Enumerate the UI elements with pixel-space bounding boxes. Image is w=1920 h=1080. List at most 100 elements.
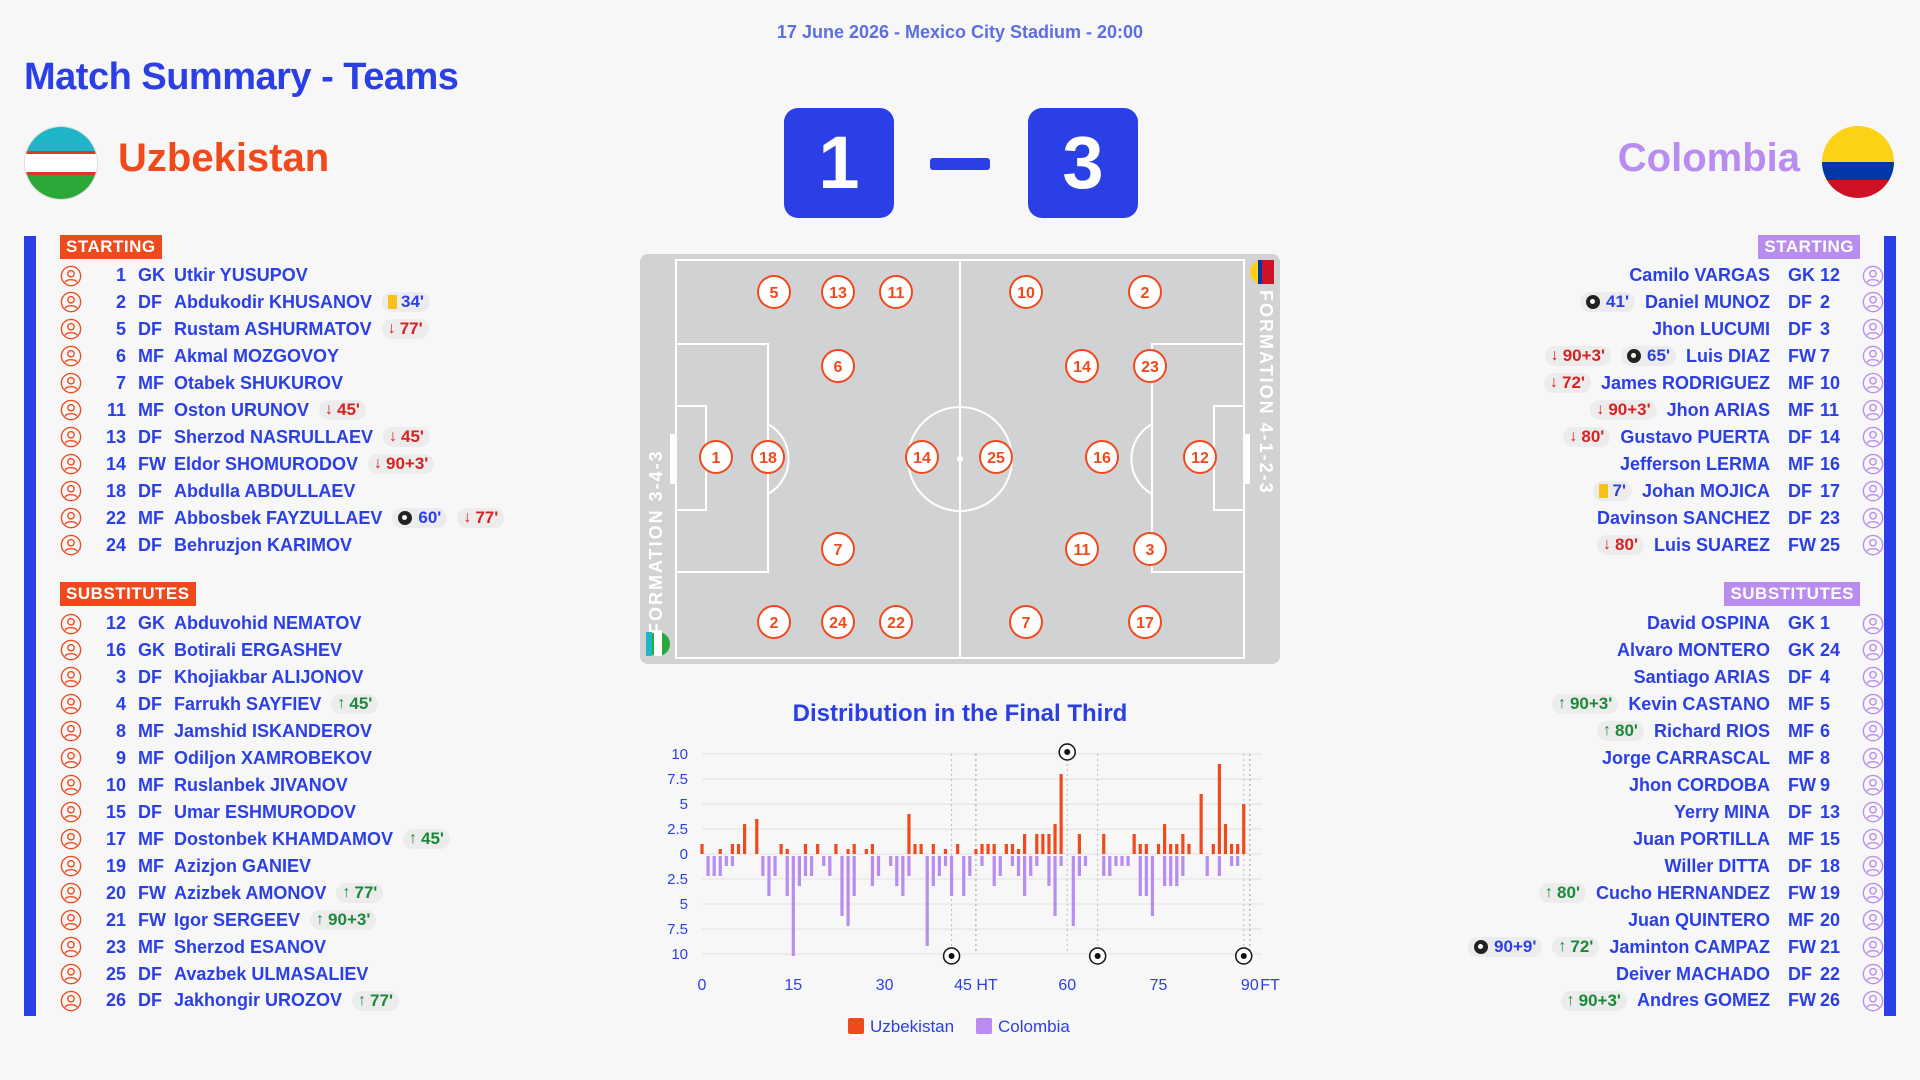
player-row[interactable]: 41' Daniel MUNOZ DF 2 xyxy=(1580,289,1884,316)
player-row[interactable]: 24 DF Behruzjon KARIMOV xyxy=(60,532,352,559)
player-row[interactable]: ↓ 80' Luis SUAREZ FW 25 xyxy=(1597,532,1884,559)
player-row[interactable]: ↑ 80' Cucho HERNANDEZ FW 19 xyxy=(1539,880,1884,907)
player-number: 7 xyxy=(115,372,126,393)
player-row[interactable]: 11 MF Oston URUNOV ↓ 45' xyxy=(60,397,366,424)
player-row[interactable]: Jefferson LERMA MF 16 xyxy=(1620,451,1884,478)
pitch-player-marker[interactable]: 11 xyxy=(1065,532,1099,566)
colombia-bar xyxy=(937,856,941,876)
player-number: 15 xyxy=(1820,828,1841,849)
player-row[interactable]: 15 DF Umar ESHMURODOV xyxy=(60,799,356,826)
pitch-player-marker[interactable]: 22 xyxy=(879,605,913,639)
player-row[interactable]: 25 DF Avazbek ULMASALIEV xyxy=(60,961,368,988)
player-number: 25 xyxy=(1820,534,1841,555)
player-row[interactable]: ↓ 90+3' Jhon ARIAS MF 11 xyxy=(1590,397,1884,424)
uzbekistan-bar xyxy=(980,844,984,854)
pitch-player-marker[interactable]: 10 xyxy=(1009,275,1043,309)
pitch-player-marker[interactable]: 13 xyxy=(821,275,855,309)
uzbekistan-bar xyxy=(1053,824,1057,854)
player-row[interactable]: 21 FW Igor SERGEEV ↑ 90+3' xyxy=(60,907,377,934)
player-row[interactable]: 2 DF Abdukodir KHUSANOV 34' xyxy=(60,289,430,316)
player-row[interactable]: 90+9' ↑ 72' Jaminton CAMPAZ FW 21 xyxy=(1468,934,1884,961)
pitch-player-marker[interactable]: 2 xyxy=(757,605,791,639)
player-row[interactable]: 13 DF Sherzod NASRULLAEV ↓ 45' xyxy=(60,424,430,451)
player-row[interactable]: 18 DF Abdulla ABDULLAEV xyxy=(60,478,355,505)
player-row[interactable]: 8 MF Jamshid ISKANDEROV xyxy=(60,718,372,745)
player-row[interactable]: 12 GK Abduvohid NEMATOV xyxy=(60,610,361,637)
player-row[interactable]: ↓ 80' Gustavo PUERTA DF 14 xyxy=(1563,424,1884,451)
uzbekistan-bar xyxy=(1010,844,1015,854)
player-row[interactable]: Juan PORTILLA MF 15 xyxy=(1633,826,1884,853)
player-row[interactable]: 7 MF Otabek SHUKUROV xyxy=(60,370,343,397)
player-row[interactable]: 19 MF Azizjon GANIEV xyxy=(60,853,311,880)
player-row[interactable]: Camilo VARGAS GK 12 xyxy=(1629,262,1884,289)
pitch-player-marker[interactable]: 1 xyxy=(699,440,733,474)
player-row[interactable]: 10 MF Ruslanbek JIVANOV xyxy=(60,772,348,799)
player-row[interactable]: ↓ 72' James RODRIGUEZ MF 10 xyxy=(1543,370,1884,397)
pitch-player-marker[interactable]: 23 xyxy=(1133,349,1167,383)
player-row[interactable]: ↑ 90+3' Kevin CASTANO MF 5 xyxy=(1551,691,1884,718)
player-row[interactable]: Yerry MINA DF 13 xyxy=(1674,799,1884,826)
pitch-player-marker[interactable]: 3 xyxy=(1133,532,1167,566)
player-row[interactable]: ↑ 90+3' Andres GOMEZ FW 26 xyxy=(1560,987,1884,1014)
player-number: 24 xyxy=(1820,639,1841,660)
player-icon xyxy=(1862,613,1884,634)
player-row[interactable]: Santiago ARIAS DF 4 xyxy=(1634,664,1884,691)
x-tick-label: 45 HT xyxy=(954,977,998,994)
player-row[interactable]: Davinson SANCHEZ DF 23 xyxy=(1597,505,1884,532)
player-row[interactable]: 23 MF Sherzod ESANOV xyxy=(60,934,326,961)
player-position: GK xyxy=(138,639,165,660)
player-number: 21 xyxy=(1820,936,1841,957)
uzbekistan-bar xyxy=(743,824,747,854)
player-row[interactable]: 20 FW Azizbek AMONOV ↑ 77' xyxy=(60,880,384,907)
player-row[interactable]: 22 MF Abbosbek FAYZULLAEV 60' ↓ 77' xyxy=(60,505,505,532)
player-row[interactable]: Jhon CORDOBA FW 9 xyxy=(1629,772,1884,799)
pitch-player-marker[interactable]: 17 xyxy=(1128,605,1162,639)
pitch-player-marker[interactable]: 14 xyxy=(1065,349,1099,383)
player-row[interactable]: 16 GK Botirali ERGASHEV xyxy=(60,637,342,664)
player-row[interactable]: Juan QUINTERO MF 20 xyxy=(1628,907,1884,934)
player-icon xyxy=(1862,828,1884,850)
pitch-player-marker[interactable]: 7 xyxy=(821,532,855,566)
player-row[interactable]: Willer DITTA DF 18 xyxy=(1664,853,1884,880)
pitch-player-marker[interactable]: 18 xyxy=(751,440,785,474)
player-row[interactable]: Deiver MACHADO DF 22 xyxy=(1616,961,1884,988)
player-row[interactable]: 4 DF Farrukh SAYFIEV ↑ 45' xyxy=(60,691,379,718)
player-number: 4 xyxy=(1820,666,1831,687)
player-row[interactable]: ↓ 90+3' 65' Luis DIAZ FW 7 xyxy=(1544,343,1884,370)
player-position: DF xyxy=(138,480,162,501)
player-row[interactable]: 17 MF Dostonbek KHAMDAMOV ↑ 45' xyxy=(60,826,450,853)
player-icon xyxy=(60,399,82,421)
player-name: Sherzod NASRULLAEV xyxy=(174,426,374,447)
pitch-player-marker[interactable]: 12 xyxy=(1183,440,1217,474)
sub-out-badge: ↓ 90+3' xyxy=(1590,400,1657,421)
pitch-player-marker[interactable]: 11 xyxy=(879,275,913,309)
player-position: DF xyxy=(1788,291,1812,312)
player-row[interactable]: Jorge CARRASCAL MF 8 xyxy=(1602,745,1884,772)
player-row[interactable]: ↑ 80' Richard RIOS MF 6 xyxy=(1597,718,1884,745)
player-row[interactable]: David OSPINA GK 1 xyxy=(1647,610,1884,637)
pitch-player-marker[interactable]: 25 xyxy=(979,440,1013,474)
player-row[interactable]: 3 DF Khojiakbar ALIJONOV xyxy=(60,664,363,691)
player-row[interactable]: 5 DF Rustam ASHURMATOV ↓ 77' xyxy=(60,316,429,343)
pitch-player-marker[interactable]: 6 xyxy=(821,349,855,383)
pitch-player-marker[interactable]: 24 xyxy=(821,605,855,639)
player-row[interactable]: Alvaro MONTERO GK 24 xyxy=(1617,637,1884,664)
pitch-player-marker[interactable]: 7 xyxy=(1009,605,1043,639)
player-position: DF xyxy=(138,801,162,822)
player-row[interactable]: 14 FW Eldor SHOMURODOV ↓ 90+3' xyxy=(60,451,435,478)
player-row[interactable]: 26 DF Jakhongir UROZOV ↑ 77' xyxy=(60,987,399,1014)
player-number: 25 xyxy=(105,963,126,984)
player-row[interactable]: 6 MF Akmal MOZGOVOY xyxy=(60,343,339,370)
player-name: Farrukh SAYFIEV xyxy=(174,693,322,714)
away-formation-label: FORMATION 4-1-2-3 xyxy=(1256,290,1276,495)
player-row[interactable]: 1 GK Utkir YUSUPOV xyxy=(60,262,308,289)
pitch-player-marker[interactable]: 5 xyxy=(757,275,791,309)
colombia-bar xyxy=(718,856,722,876)
pitch-player-marker[interactable]: 14 xyxy=(905,440,939,474)
player-name: Kevin CASTANO xyxy=(1628,693,1770,714)
player-row[interactable]: 7' Johan MOJICA DF 17 xyxy=(1593,478,1884,505)
pitch-player-marker[interactable]: 2 xyxy=(1128,275,1162,309)
pitch-player-marker[interactable]: 16 xyxy=(1085,440,1119,474)
player-row[interactable]: Jhon LUCUMI DF 3 xyxy=(1652,316,1884,343)
player-row[interactable]: 9 MF Odiljon XAMROBEKOV xyxy=(60,745,372,772)
